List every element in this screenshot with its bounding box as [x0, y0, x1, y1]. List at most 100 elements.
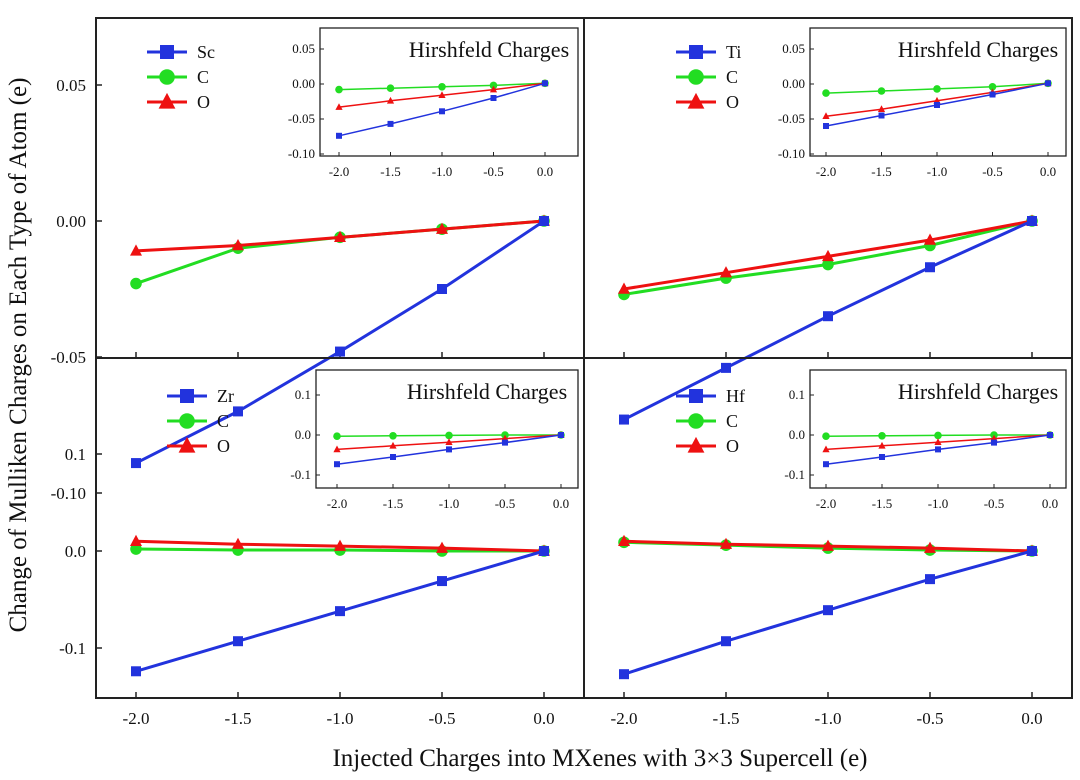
legend-marker-o: [687, 92, 705, 109]
inset-y-tick-label: -0.05: [288, 111, 315, 126]
inset-point-c: [335, 85, 343, 94]
inset-point-o: [389, 441, 397, 449]
panel-top-left: -0.10-0.050.000.050.100.15ScCOHirshfeld …: [51, 17, 585, 503]
inset-x-tick-label: -2.0: [816, 496, 837, 511]
inset-x-tick-label: -1.5: [871, 164, 892, 179]
inset-point-c: [445, 431, 453, 440]
data-point-o: [822, 539, 834, 551]
inset-point-o: [489, 85, 498, 93]
data-point-hf: [1027, 546, 1037, 556]
inset-title: Hirshfeld Charges: [898, 37, 1058, 62]
legend-marker-hf: [689, 389, 703, 403]
inset-title: Hirshfeld Charges: [409, 37, 569, 62]
data-point-hf: [619, 669, 629, 680]
y-tick-label: -0.05: [51, 348, 86, 367]
inset-frame: [319, 27, 579, 157]
inset-x-tick-label: -1.0: [927, 164, 948, 179]
y-tick-label: 0.00: [56, 212, 86, 231]
x-tick-label: -2.0: [123, 709, 150, 728]
inset-point-hf: [991, 439, 997, 446]
inset-point-o: [878, 441, 886, 449]
inset-x-tick-label: -1.5: [380, 164, 401, 179]
legend-marker-c: [688, 413, 704, 429]
inset-point-zr: [390, 454, 396, 460]
series-line-c: [135, 219, 545, 285]
inset-point-o: [822, 445, 830, 453]
inset-point-c: [489, 81, 498, 90]
data-point-sc: [539, 216, 549, 226]
inset-point-o: [335, 103, 343, 110]
inset-y-tick-label: 0.0: [295, 427, 311, 442]
legend-label-hf: Hf: [726, 386, 745, 406]
inset-x-tick-label: -1.0: [928, 496, 949, 511]
inset-point-hf: [879, 454, 885, 460]
inset-bottom-left: Hirshfeld Charges -0.1 0.0 0.1 -2.0 -1.5 -1.0 -…: [290, 369, 579, 511]
inset-point-hf: [823, 461, 829, 468]
legend-marker-c: [688, 69, 704, 85]
legend-marker-c: [159, 69, 175, 85]
inset-x-tick-label: -2.0: [329, 164, 350, 179]
inset-point-c: [988, 83, 997, 91]
inset-point-sc: [387, 120, 394, 127]
inset-y-tick-label: 0.00: [292, 76, 315, 91]
inset-x-tick-label: 0.0: [1040, 164, 1056, 179]
legend-marker-c: [179, 413, 195, 429]
inset-point-c: [438, 83, 446, 91]
panels-layer: -0.10-0.050.000.050.100.15ScCOHirshfeld …: [51, 17, 1073, 728]
legend-label-o: O: [726, 92, 739, 112]
legend-label-o: O: [217, 436, 230, 456]
inset-x-tick-label: -2.0: [816, 164, 837, 179]
data-point-zr: [539, 546, 549, 556]
inset-y-tick-label: 0.0: [789, 427, 805, 442]
legend-label-o: O: [726, 436, 739, 456]
inset-bottom-right: Hirshfeld Charges -0.1 0.0 0.1 -2.0 -1.5 -1.0 -…: [784, 369, 1067, 511]
legend-label-c: C: [217, 411, 229, 431]
data-point-sc: [131, 458, 141, 469]
data-point-zr: [437, 576, 447, 587]
data-point-o: [924, 541, 936, 553]
data-point-c: [130, 543, 142, 555]
x-tick-label: -1.0: [815, 709, 842, 728]
legend-label-o: O: [197, 92, 210, 112]
y-tick-label: 0.05: [56, 76, 86, 95]
x-tick-label: 0.0: [1021, 709, 1042, 728]
inset-point-c: [389, 432, 397, 440]
inset-x-tick-label: -0.5: [495, 496, 516, 511]
y-tick-label: 0.0: [65, 542, 86, 561]
legend-label-ti: Ti: [726, 42, 741, 62]
inset-point-zr: [446, 446, 452, 453]
x-tick-label: -2.0: [611, 709, 638, 728]
inset-top-left: Hirshfeld Charges -0.10 -0.05 0.00 0.05 -2.0 -…: [288, 27, 579, 179]
inset-point-o: [333, 445, 341, 453]
inset-y-tick-label: -0.05: [778, 111, 805, 126]
inset-y-tick-label: 0.05: [782, 41, 805, 56]
data-point-c: [130, 277, 142, 290]
data-point-hf: [823, 605, 833, 616]
inset-point-ti: [878, 112, 885, 119]
data-point-hf: [721, 636, 731, 647]
legend-label-zr: Zr: [217, 386, 234, 406]
inset-frame: [809, 369, 1067, 489]
data-point-zr: [335, 606, 345, 617]
data-point-o: [618, 534, 630, 547]
data-point-o: [436, 541, 448, 553]
x-tick-label: -1.5: [225, 709, 252, 728]
x-tick-label: -1.5: [713, 709, 740, 728]
data-point-ti: [619, 414, 629, 425]
panel-bottom-left: -2.0 -1.5 -1.0 -0.5 0.0 -0.1 0.0 0.1 Zr CO Hirshfe…: [59, 357, 585, 728]
inset-x-tick-label: -0.5: [982, 164, 1003, 179]
inset-point-c: [333, 432, 341, 441]
legend-label-c: C: [726, 67, 738, 87]
inset-y-tick-label: -0.10: [288, 146, 315, 161]
data-point-c: [822, 258, 834, 271]
inset-y-tick-label: 0.05: [292, 41, 315, 56]
inset-point-sc: [336, 132, 342, 139]
inset-point-sc: [542, 80, 548, 87]
inset-y-tick-label: -0.10: [778, 146, 805, 161]
inset-y-tick-label: 0.00: [782, 76, 805, 91]
inset-point-zr: [558, 432, 564, 438]
data-point-o: [334, 230, 346, 243]
data-point-sc: [437, 284, 447, 294]
legend-marker-o: [158, 92, 176, 109]
